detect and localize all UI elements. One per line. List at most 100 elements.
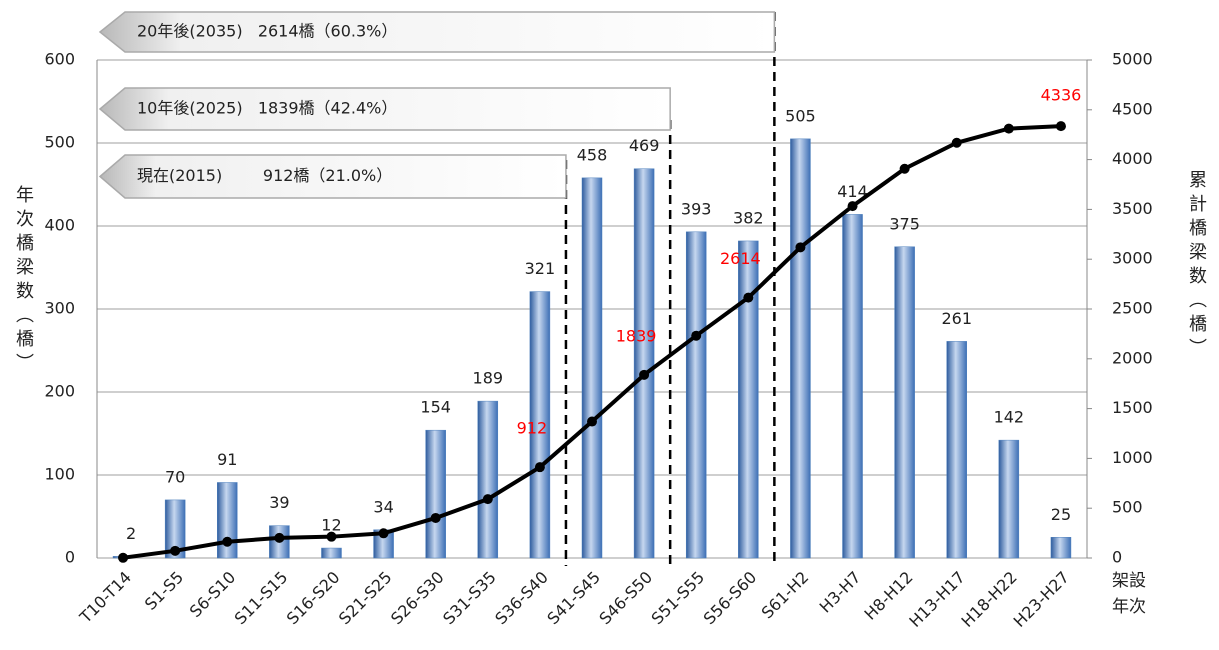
x-axis-label: 架設年次 bbox=[1112, 571, 1146, 617]
y2-tick-label: 3500 bbox=[1112, 199, 1153, 218]
callout-arrow bbox=[98, 11, 776, 53]
x-tick-label: S16-S20 bbox=[283, 568, 344, 629]
line-point bbox=[1003, 123, 1014, 134]
bar bbox=[164, 499, 186, 559]
bar-value-label: 25 bbox=[1051, 505, 1071, 524]
bar bbox=[633, 168, 655, 559]
x-tick-label: S41-S45 bbox=[543, 568, 604, 629]
y2-tick-label: 5000 bbox=[1112, 50, 1153, 69]
y-axis-label: 年次橋梁数（橋） bbox=[13, 185, 34, 377]
bar bbox=[1050, 537, 1072, 559]
x-tick-label: S1-S5 bbox=[141, 568, 187, 614]
bar-value-label: 2 bbox=[126, 524, 136, 543]
line-point bbox=[534, 462, 545, 473]
y-tick-label: 100 bbox=[44, 465, 75, 484]
line-point bbox=[795, 242, 806, 253]
line-point bbox=[639, 369, 650, 380]
y2-tick-label: 0 bbox=[1112, 548, 1122, 567]
x-tick-label: S56-S60 bbox=[700, 568, 761, 629]
y-tick-label: 400 bbox=[44, 216, 75, 235]
bar-value-label: 469 bbox=[629, 136, 660, 155]
line-point bbox=[847, 201, 858, 212]
x-tick-label: S26-S30 bbox=[387, 568, 448, 629]
line-point bbox=[743, 292, 754, 303]
bar-value-label: 12 bbox=[321, 516, 341, 535]
x-tick-label: S36-S40 bbox=[491, 568, 552, 629]
bar-value-label: 321 bbox=[525, 259, 556, 278]
line-point bbox=[222, 536, 233, 547]
line-point bbox=[1055, 121, 1066, 132]
annotation: 2614 bbox=[720, 249, 761, 268]
x-tick-label: H18-H22 bbox=[958, 568, 1021, 631]
annotation: 4336 bbox=[1041, 86, 1082, 105]
y-tick-label: 600 bbox=[44, 50, 75, 69]
y-tick-label: 500 bbox=[44, 133, 75, 152]
y2-tick-label: 3000 bbox=[1112, 249, 1153, 268]
line-point bbox=[587, 416, 597, 427]
bar bbox=[946, 341, 967, 559]
y2-tick-label: 4500 bbox=[1112, 99, 1153, 118]
callout-text: 現在(2015) 912橋（21.0%） bbox=[137, 166, 392, 185]
y2-axis-label: 累計橋梁数（橋） bbox=[1186, 170, 1207, 362]
y-tick-label: 200 bbox=[44, 382, 75, 401]
y2-tick-label: 4000 bbox=[1112, 149, 1153, 168]
bar-value-label: 189 bbox=[473, 369, 504, 388]
y2-tick-label: 1500 bbox=[1112, 398, 1153, 417]
line-point bbox=[378, 528, 389, 539]
line-point bbox=[691, 330, 702, 341]
x-tick-label: S31-S35 bbox=[439, 568, 500, 629]
x-tick-label: H13-H17 bbox=[905, 568, 968, 631]
line-point bbox=[326, 531, 337, 542]
bar bbox=[217, 482, 238, 559]
bar-value-label: 414 bbox=[837, 182, 868, 201]
y2-tick-label: 2000 bbox=[1112, 348, 1153, 367]
line-point bbox=[274, 532, 285, 543]
bar-value-label: 375 bbox=[889, 214, 920, 233]
y2-tick-label: 1000 bbox=[1112, 448, 1153, 467]
callout-text: 20年後(2035) 2614橋（60.3%） bbox=[137, 22, 397, 41]
bar bbox=[998, 439, 1020, 559]
annotation: 1839 bbox=[616, 326, 657, 345]
bar bbox=[581, 177, 603, 559]
x-tick-label: S61-H2 bbox=[758, 568, 813, 623]
bar-value-label: 34 bbox=[373, 497, 393, 516]
bar bbox=[842, 214, 863, 559]
bar-value-label: 382 bbox=[733, 208, 764, 227]
bar-value-label: 261 bbox=[941, 309, 972, 328]
bar-value-label: 142 bbox=[994, 408, 1025, 427]
bar bbox=[477, 400, 499, 559]
callout-arrow bbox=[98, 87, 671, 131]
x-tick-label: S51-S55 bbox=[648, 568, 709, 629]
bar-value-label: 70 bbox=[165, 467, 185, 486]
bar bbox=[738, 240, 759, 559]
line-point bbox=[899, 163, 910, 174]
line-point bbox=[118, 552, 129, 563]
bar-value-label: 91 bbox=[217, 450, 237, 469]
y-tick-label: 300 bbox=[44, 299, 75, 318]
bar bbox=[425, 429, 446, 559]
x-tick-label: H3-H7 bbox=[816, 568, 865, 617]
line-point bbox=[430, 512, 441, 523]
bar-value-label: 154 bbox=[420, 398, 451, 417]
y2-tick-label: 2500 bbox=[1112, 299, 1153, 318]
y2-tick-label: 500 bbox=[1112, 498, 1143, 517]
x-tick-label: S46-S50 bbox=[595, 568, 656, 629]
x-tick-label: H23-H27 bbox=[1010, 568, 1073, 631]
bar-value-label: 39 bbox=[269, 493, 289, 512]
callout-text: 10年後(2025) 1839橋（42.4%） bbox=[137, 99, 397, 118]
x-tick-label: S11-S15 bbox=[231, 568, 292, 629]
bar bbox=[790, 138, 811, 559]
bar-value-label: 393 bbox=[681, 199, 712, 218]
y-tick-label: 0 bbox=[65, 548, 75, 567]
annotation: 912 bbox=[517, 419, 548, 438]
bar bbox=[685, 231, 707, 559]
callout-arrow bbox=[98, 154, 567, 199]
line-point bbox=[170, 545, 181, 556]
x-tick-label: S21-S25 bbox=[335, 568, 396, 629]
x-tick-label: T10-T14 bbox=[75, 568, 135, 628]
line-point bbox=[482, 494, 493, 505]
bar bbox=[321, 547, 342, 559]
bar bbox=[894, 246, 915, 559]
